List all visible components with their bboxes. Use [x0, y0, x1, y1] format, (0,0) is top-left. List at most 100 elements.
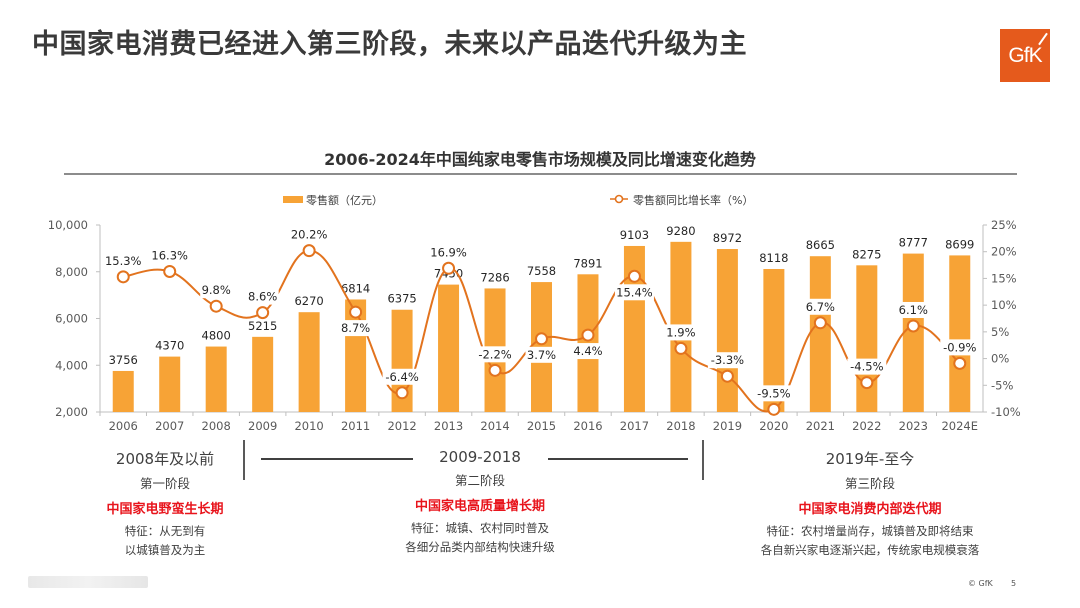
x-axis-tick-label: 2018: [666, 419, 695, 433]
line-value-label: 20.2%: [291, 228, 328, 242]
phase-line-right: [548, 458, 688, 460]
bar-value-label: 4370: [155, 339, 184, 353]
bar: [438, 284, 460, 412]
line-label-background: [707, 352, 747, 369]
phase-divider-2: [702, 440, 704, 480]
phase-feature-line: 各细分品类内部结构快速升级: [405, 540, 555, 554]
line-label-background: [103, 252, 143, 269]
x-axis-tick-label: 2024E: [941, 419, 978, 433]
phase-features: 特征：城镇、农村同时普及 各细分品类内部结构快速升级: [390, 519, 570, 557]
phase-1: 2008年及以前 第一阶段 中国家电野蛮生长期 特征：从无到有 以城镇普及为主: [90, 448, 240, 560]
right-axis-tick-label: 20%: [991, 245, 1017, 259]
footer-source-blurred: [28, 576, 148, 588]
line-marker: [116, 270, 130, 284]
line-marker: [860, 376, 874, 390]
phase-feature-line: 特征：农村增量尚存，城镇普及即将结束: [766, 524, 974, 538]
line-value-label: -6.4%: [385, 370, 418, 384]
bar: [856, 265, 878, 412]
bar-value-label: 6814: [341, 281, 370, 295]
line-marker: [627, 269, 641, 283]
right-axis-tick-label: -5%: [991, 378, 1013, 392]
x-axis-tick-label: 2019: [713, 419, 742, 433]
line-label-background: [475, 346, 515, 363]
bar-value-label: 6375: [387, 292, 416, 306]
line-marker: [395, 386, 409, 400]
left-axis-tick-label: 6,000: [55, 312, 88, 326]
line-value-label: 3.7%: [527, 348, 556, 362]
legend-bar-label: 零售额（亿元）: [306, 193, 383, 207]
bar: [716, 249, 738, 412]
phase-name: 中国家电消费内部迭代期: [798, 502, 942, 517]
bar-value-label: 4800: [202, 329, 231, 343]
logo-text: GfK: [1008, 44, 1042, 67]
gfk-logo: GfK: [1000, 29, 1050, 82]
line-marker: [442, 261, 456, 275]
bar-value-label: 8972: [713, 231, 742, 245]
x-axis-tick-label: 2017: [620, 419, 649, 433]
chart-axes: 2,000 4,000 6,000 8,000 10,000 -10% -5% 0% 5% 10%…: [48, 218, 1021, 433]
legend-bar-swatch: [283, 196, 303, 203]
bar-value-label: 8275: [852, 247, 881, 261]
bar: [112, 370, 134, 412]
x-axis-tick-label: 2006: [109, 419, 138, 433]
bar-value-label: 7558: [527, 264, 556, 278]
left-axis-tick-label: 10,000: [48, 218, 88, 232]
line-label-background: [525, 346, 558, 363]
right-axis-tick-label: 10%: [991, 298, 1017, 312]
phase-period: 2008年及以前: [115, 450, 215, 468]
line-label-background: [754, 385, 794, 402]
line-marker: [209, 299, 223, 313]
line-marker: [767, 402, 781, 416]
line-marker: [720, 369, 734, 383]
bar-value-label: 8777: [899, 236, 928, 250]
phase-feature-line: 特征：城镇、农村同时普及: [411, 521, 549, 535]
phase-period: 2019年-至今: [825, 450, 915, 468]
chart-title-divider: [64, 173, 1017, 175]
x-axis-tick-label: 2015: [527, 419, 556, 433]
x-axis-tick-label: 2013: [434, 419, 463, 433]
footer-copyright: © GfK: [968, 579, 993, 588]
phase-name: 中国家电野蛮生长期: [106, 502, 224, 517]
line-marker: [163, 264, 177, 278]
line-marker: [813, 316, 827, 330]
legend-line-label: 零售额同比增长率（%）: [633, 193, 753, 207]
bar: [949, 255, 971, 412]
line-value-label: 16.9%: [430, 245, 467, 259]
page-title: 中国家电消费已经进入第三阶段，未来以产品迭代升级为主: [32, 29, 747, 60]
bar: [809, 256, 831, 412]
legend-line-marker-icon: [614, 194, 624, 204]
phase-feature-line: 以城镇普及为主: [124, 543, 206, 557]
line-value-label: -0.9%: [943, 340, 976, 354]
line-label-background: [897, 301, 930, 318]
phase-name: 中国家电高质量增长期: [414, 499, 545, 514]
line-label-background: [847, 358, 887, 375]
line-marker: [488, 363, 502, 377]
chart-legend: 零售额（亿元） 零售额同比增长率（%）: [283, 193, 753, 207]
line-label-background: [614, 284, 654, 301]
line-marker: [349, 305, 363, 319]
phase-3: 2019年-至今 第三阶段 中国家电消费内部迭代期 特征：农村增量尚存，城镇普及…: [740, 448, 1000, 560]
line-marker: [906, 319, 920, 333]
line-label-background: [246, 288, 279, 305]
x-axis-tick-label: 2022: [852, 419, 881, 433]
line-label-background: [200, 282, 233, 299]
left-axis-tick-label: 8,000: [55, 265, 88, 279]
bar: [763, 268, 785, 412]
x-axis-tick-label: 2020: [759, 419, 788, 433]
bar-value-label: 6270: [294, 294, 323, 308]
line-label-background: [289, 226, 329, 243]
phase-features: 特征：从无到有 以城镇普及为主: [90, 522, 240, 560]
bar: [252, 336, 274, 412]
bar-value-label: 8118: [759, 251, 788, 265]
line-value-label: 8.6%: [248, 290, 277, 304]
line-marker: [256, 306, 270, 320]
x-axis-tick-label: 2012: [387, 419, 416, 433]
x-axis-tick-label: 2011: [341, 419, 370, 433]
line-marker: [953, 356, 967, 370]
bar: [298, 312, 320, 412]
phase-2: 2009-2018 第二阶段 中国家电高质量增长期 特征：城镇、农村同时普及 各…: [390, 448, 570, 557]
phase-stage: 第二阶段: [454, 473, 505, 488]
bar-value-label: 7891: [573, 256, 602, 270]
bar-value-label: 3756: [109, 353, 138, 367]
